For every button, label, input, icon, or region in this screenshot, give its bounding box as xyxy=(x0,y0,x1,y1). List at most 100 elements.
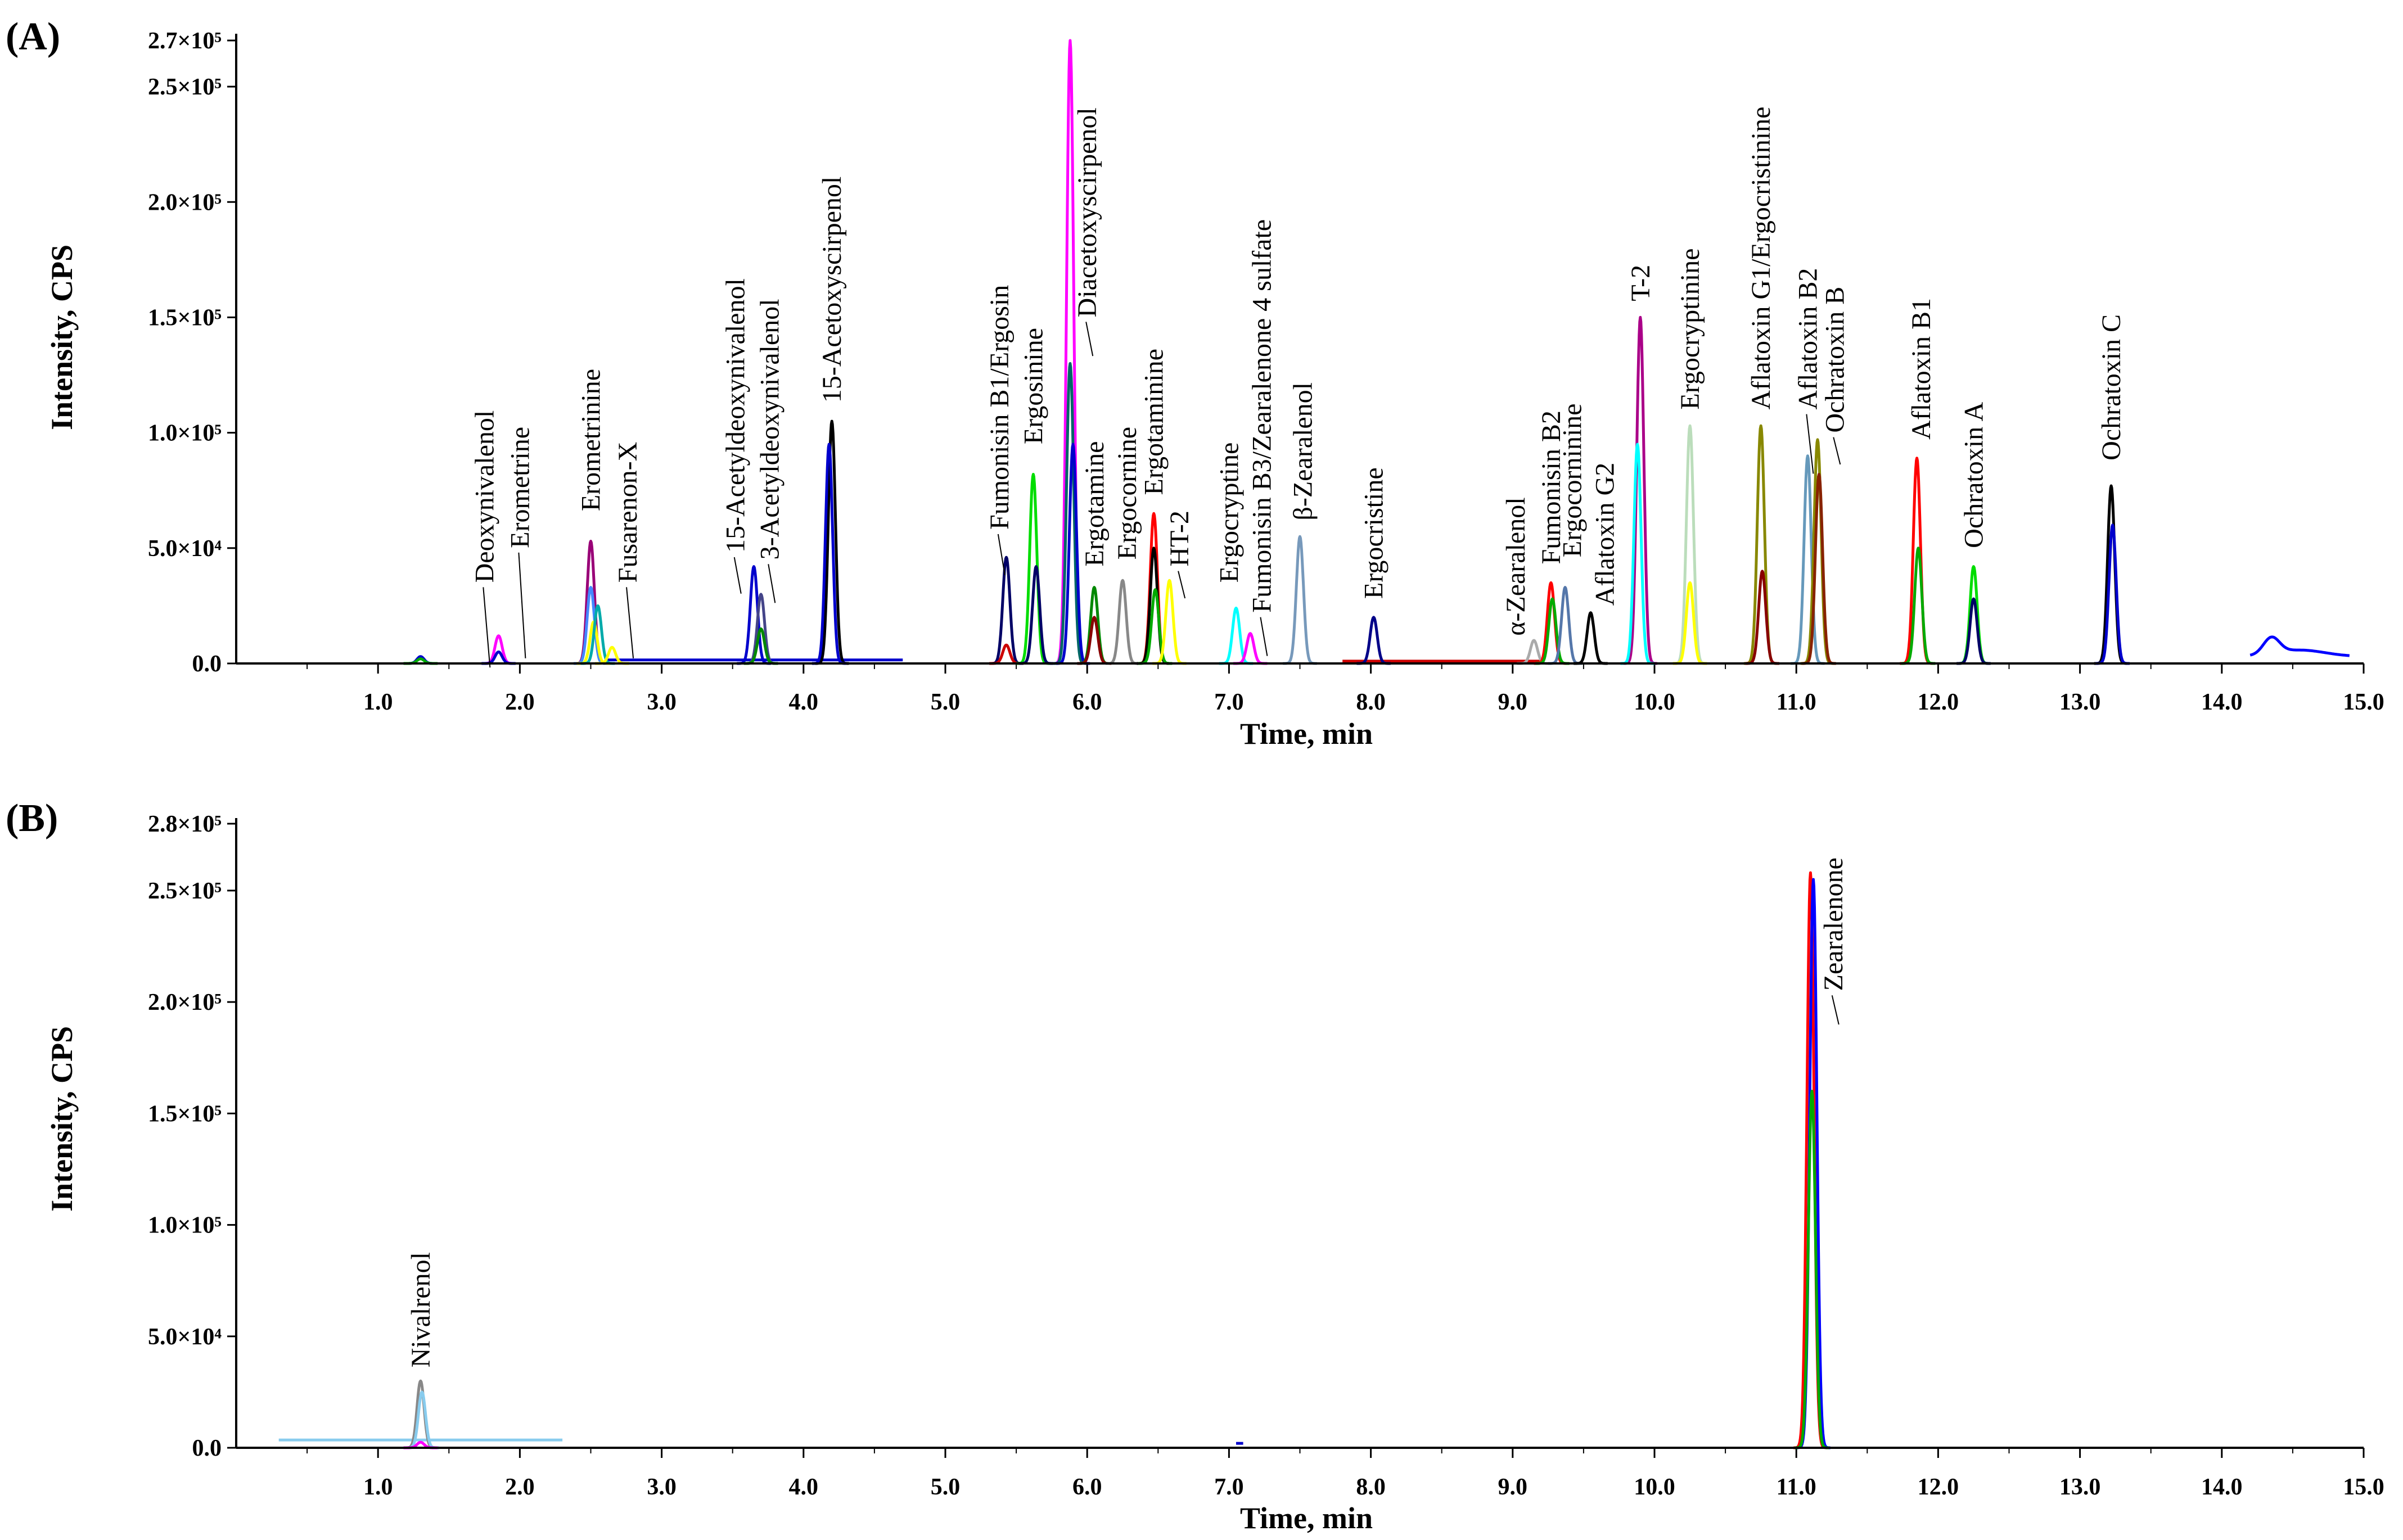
panel-a-peak-trace xyxy=(1015,473,1052,665)
panel-a-peak-label: Ergocornine xyxy=(1112,427,1142,559)
panel-a-peak-trace xyxy=(1622,315,1658,665)
panel-a-peak-label: Ochratoxin C xyxy=(2097,314,2126,460)
panel-a-peak-label-leader xyxy=(626,587,634,658)
panel-b-x-tick-label: 11.0 xyxy=(1777,1474,1816,1500)
panel-a-peak-label: β-Zearalenol xyxy=(1288,382,1318,521)
panel-b-x-tick-label: 13.0 xyxy=(2059,1474,2101,1500)
panel-b-x-tick-label: 15.0 xyxy=(2343,1474,2384,1500)
panel-b-x-tick-label: 9.0 xyxy=(1498,1474,1528,1500)
panel-b-x-tick-label: 12.0 xyxy=(1918,1474,1959,1500)
panel-b-y-tick-label: 1.0×10⁵ xyxy=(148,1213,222,1239)
panel-a-x-tick-label: 8.0 xyxy=(1356,689,1386,715)
panel-a-peak-label: 15-Acetyldeoxynivalenol xyxy=(721,278,751,553)
panel-a-peak-label: Fumonisin B3/Zearalenone 4 sulfate xyxy=(1247,219,1277,613)
panel-b-x-tick-label: 7.0 xyxy=(1214,1474,1244,1500)
panel-a-peak-trace xyxy=(1052,362,1088,665)
panel-b-x-tick-label: 10.0 xyxy=(1634,1474,1675,1500)
panel-b-peak-trace xyxy=(403,1379,439,1449)
panel-a-peak-label-leader xyxy=(997,534,1006,576)
panel-a-x-tick-label: 13.0 xyxy=(2059,689,2101,715)
panel-a-peak-label: 15-Acetoxyscirpenol xyxy=(817,177,847,403)
panel-a-peak-trace xyxy=(1355,616,1392,665)
panel-a-y-tick-label: 1.0×10⁵ xyxy=(148,421,222,446)
panel-a-peak-label: Ergotaminine xyxy=(1139,349,1169,495)
panel-a: (A) Intensity, CPS Time, min 1.0 2.0 3.0 4.… xyxy=(6,15,2384,751)
panel-a-peak-trace xyxy=(1620,442,1656,665)
panel-a-peak-trace xyxy=(1743,424,1779,665)
panel-b-peak-label-leader xyxy=(1831,995,1840,1025)
panel-b-x-tick-label: 5.0 xyxy=(931,1474,961,1500)
panel-b-y-tick-label: 2.5×10⁵ xyxy=(148,878,222,904)
panel-b-traces xyxy=(278,871,1832,1449)
panel-a-x-tick-label: 9.0 xyxy=(1498,689,1528,715)
panel-b-axes xyxy=(235,818,2364,1449)
panel-a-peak-label: Deoxynivalenol xyxy=(470,410,499,583)
panel-a-peak-label-leader xyxy=(518,552,526,658)
panel-a-x-tick-label: 5.0 xyxy=(931,689,961,715)
panel-a-peak-trace xyxy=(1900,547,1936,665)
panel-a-y-tick-label: 2.5×10⁵ xyxy=(148,74,222,100)
panel-a-x-tick-label: 2.0 xyxy=(505,689,535,715)
panel-a-peak-label-leader xyxy=(1806,414,1814,474)
panel-b-peak-trace xyxy=(1794,1090,1830,1449)
panel-a-peak-label-leader xyxy=(733,557,742,594)
panel-a-ticks: 1.0 2.0 3.0 4.0 5.0 6.0 7.0 8.0 9.0 10.0 11.0 12.0 1… xyxy=(148,28,2384,715)
panel-a-peak-label: Ergocryptine xyxy=(1214,442,1244,583)
panel-a-peak-label: Ergosinine xyxy=(1018,328,1048,444)
panel-a-peak-trace xyxy=(1104,579,1140,665)
panel-b-peak-label: Nivalrenol xyxy=(406,1252,436,1367)
panel-a-peak-label: Aflatoxin B2 xyxy=(1793,268,1823,410)
panel-a-peak-trace xyxy=(1282,535,1318,665)
panel-b-x-tick-label: 8.0 xyxy=(1356,1474,1386,1500)
panel-a-peak-label: Fumonisin B2 xyxy=(1536,410,1566,564)
panel-a-peak-label: Erometrinine xyxy=(576,369,606,511)
panel-b-x-tick-label: 6.0 xyxy=(1072,1474,1102,1500)
panel-b-y-tick-label: 0.0 xyxy=(192,1435,222,1461)
panel-a-y-tick-label: 2.7×10⁵ xyxy=(148,28,222,54)
panel-b-x-tick-label: 1.0 xyxy=(363,1474,393,1500)
panel-a-baseline-trace xyxy=(2249,635,2350,657)
panel-a-peak-trace xyxy=(1789,454,1826,665)
panel-a-peak-labels: Deoxynivalenol Erometrine ErometrinineFusa… xyxy=(470,107,2126,668)
panel-a-x-tick-label: 11.0 xyxy=(1777,689,1816,715)
panel-a-y-tick-label: 0.0 xyxy=(192,651,222,677)
panel-a-peak-trace xyxy=(1534,597,1571,665)
panel-b-y-tick-label: 2.0×10⁵ xyxy=(148,990,222,1015)
panel-a-x-tick-label: 4.0 xyxy=(789,689,819,715)
panel-a-x-axis-label: Time, min xyxy=(1240,717,1373,751)
panel-a-peak-trace xyxy=(1672,581,1708,665)
panel-a-peak-trace xyxy=(1955,597,1992,665)
panel-a-peak-label: Ergotamine xyxy=(1080,441,1110,567)
panel-a-peak-trace xyxy=(811,442,847,665)
panel-a-peak-label: Ergocristine xyxy=(1359,467,1389,599)
panel-b-peak-label: Zearalenone xyxy=(1819,857,1849,991)
panel-a-peak-label: α-Zearalenol xyxy=(1501,497,1531,635)
panel-a-x-tick-label: 3.0 xyxy=(647,689,677,715)
panel-a-x-tick-label: 6.0 xyxy=(1072,689,1102,715)
panel-a-x-tick-label: 7.0 xyxy=(1214,689,1244,715)
panel-b-x-tick-label: 2.0 xyxy=(505,1474,535,1500)
panel-a-y-tick-label: 2.0×10⁵ xyxy=(148,189,222,215)
panel-a-peak-trace xyxy=(480,634,517,665)
panel-a-letter: (A) xyxy=(6,15,60,58)
panel-a-x-tick-label: 1.0 xyxy=(363,689,393,715)
panel-a-y-tick-label: 5.0×10⁴ xyxy=(148,536,222,562)
panel-a-peak-label: Ergocryptinine xyxy=(1675,249,1705,410)
panel-a-y-tick-label: 1.5×10⁵ xyxy=(148,305,222,331)
panel-a-peak-label: 3-Acetyldeoxynivalenol xyxy=(755,299,785,559)
panel-a-peak-trace xyxy=(988,556,1025,665)
panel-a-peak-label: Aflatoxin G1/Ergocristinine xyxy=(1746,107,1776,410)
panel-a-peak-trace xyxy=(1955,565,1992,665)
panel-a-x-tick-label: 12.0 xyxy=(1918,689,1959,715)
panel-a-peak-label-leader xyxy=(483,587,491,668)
panel-b-y-axis-label: Intensity, CPS xyxy=(45,1026,79,1212)
panel-b-y-tick-label: 1.5×10⁵ xyxy=(148,1101,222,1127)
panel-b-x-tick-label: 4.0 xyxy=(789,1474,819,1500)
panel-a-x-tick-label: 10.0 xyxy=(1634,689,1675,715)
panel-a-peak-label-leader xyxy=(1833,437,1841,465)
panel-a-peak-label: Aflatoxin G2 xyxy=(1590,463,1620,606)
panel-a-peak-label: HT-2 xyxy=(1165,511,1194,567)
panel-a-peak-label: Fumonisin B1/Ergosin xyxy=(985,285,1015,530)
panel-a-peak-label: Ochratoxin B xyxy=(1820,287,1850,433)
panel-a-peak-trace xyxy=(1672,424,1708,665)
